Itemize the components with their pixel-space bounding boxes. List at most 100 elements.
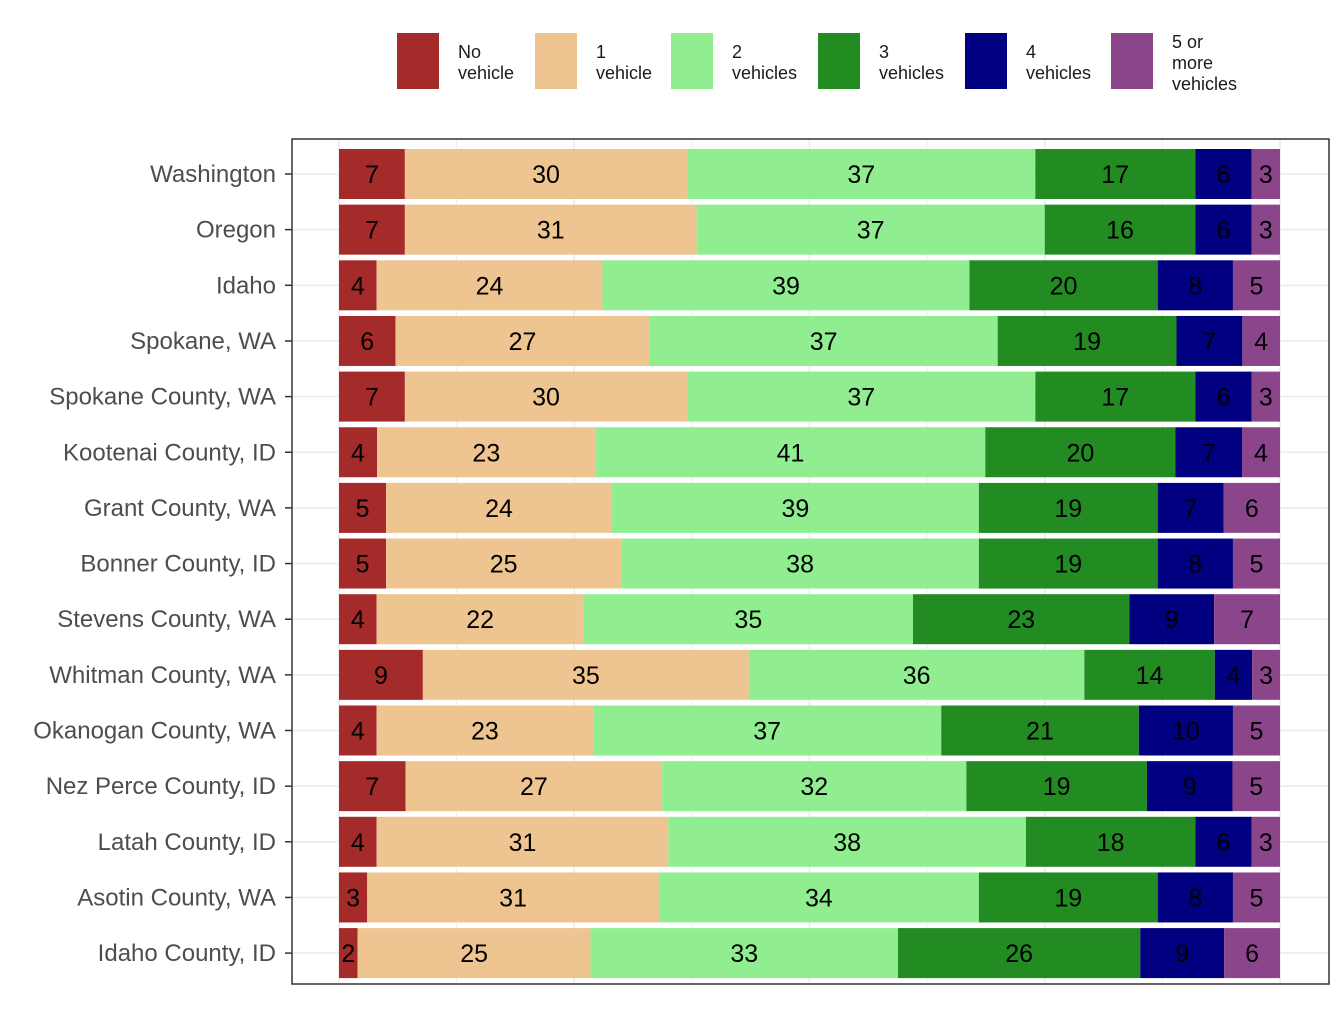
legend-swatch-4-vehicles xyxy=(965,33,1007,89)
y-tick-label-washington: Washington xyxy=(150,161,276,188)
bar-label-asotin-county-wa-no-vehicle: 3 xyxy=(346,884,360,912)
bar-asotin-county-wa-4-vehicles xyxy=(1157,872,1233,923)
bar-label-idaho-county-id-5-or-more-vehicles: 6 xyxy=(1245,940,1259,968)
bar-whitman-county-wa-2-vehicles xyxy=(748,649,1085,700)
bar-latah-county-id-no-vehicle xyxy=(339,816,377,867)
bar-label-idaho-county-id-no-vehicle: 2 xyxy=(341,940,355,968)
bar-latah-county-id-3-vehicles xyxy=(1025,816,1196,867)
bar-label-latah-county-id-1-vehicle: 31 xyxy=(509,829,537,857)
bar-label-asotin-county-wa-2-vehicles: 34 xyxy=(805,884,833,912)
bar-oregon-2-vehicles xyxy=(696,204,1045,255)
legend: Novehicle1vehicle2vehicles3vehicles4vehi… xyxy=(397,32,1237,94)
bar-spokane-wa-4-vehicles xyxy=(1176,315,1243,366)
bar-okanogan-county-wa-3-vehicles xyxy=(941,705,1139,756)
legend-label-2-vehicles: vehicles xyxy=(732,63,797,83)
bar-idaho-1-vehicle xyxy=(376,260,603,311)
bar-spokane-county-wa-5-or-more-vehicles xyxy=(1251,371,1280,422)
bar-grant-county-wa-3-vehicles xyxy=(978,482,1158,533)
bar-spokane-county-wa-4-vehicles xyxy=(1195,371,1252,422)
bar-label-washington-1-vehicle: 30 xyxy=(532,161,560,189)
bar-stevens-county-wa-2-vehicles xyxy=(583,594,914,645)
bar-nez-perce-county-id-2-vehicles xyxy=(662,761,967,812)
bar-idaho-county-id-5-or-more-vehicles xyxy=(1224,928,1280,979)
legend-swatch-1-vehicle xyxy=(535,33,577,89)
bar-idaho-county-id-no-vehicle xyxy=(339,928,358,979)
bar-label-okanogan-county-wa-1-vehicle: 23 xyxy=(471,718,499,746)
y-tick-label-oregon: Oregon xyxy=(196,217,276,244)
bar-label-idaho-county-id-3-vehicles: 26 xyxy=(1005,940,1033,968)
legend-swatch-2-vehicles xyxy=(671,33,713,89)
bar-washington-no-vehicle xyxy=(339,149,405,199)
legend-label-5-or-more-vehicles: vehicles xyxy=(1172,74,1237,94)
bar-label-bonner-county-id-no-vehicle: 5 xyxy=(356,551,370,579)
bar-label-stevens-county-wa-3-vehicles: 23 xyxy=(1007,606,1035,634)
bar-grant-county-wa-1-vehicle xyxy=(386,482,612,533)
bar-label-washington-5-or-more-vehicles: 3 xyxy=(1259,161,1273,189)
y-tick-label-kootenai-county-id: Kootenai County, ID xyxy=(63,439,276,466)
bar-label-okanogan-county-wa-no-vehicle: 4 xyxy=(351,718,365,746)
bar-label-grant-county-wa-4-vehicles: 7 xyxy=(1184,495,1198,523)
legend-label-no-vehicle: No xyxy=(458,42,481,62)
bar-idaho-no-vehicle xyxy=(339,260,377,311)
y-tick-label-spokane-county-wa: Spokane County, WA xyxy=(49,384,276,411)
bar-label-spokane-county-wa-5-or-more-vehicles: 3 xyxy=(1259,384,1273,412)
bar-grant-county-wa-no-vehicle xyxy=(339,482,387,533)
bar-spokane-wa-3-vehicles xyxy=(997,315,1177,366)
bar-label-bonner-county-id-3-vehicles: 19 xyxy=(1054,551,1082,579)
bar-label-okanogan-county-wa-3-vehicles: 21 xyxy=(1026,718,1054,746)
legend-swatch-3-vehicles xyxy=(818,33,860,89)
bar-idaho-4-vehicles xyxy=(1157,260,1233,311)
bar-label-oregon-1-vehicle: 31 xyxy=(537,217,565,245)
bar-label-stevens-county-wa-2-vehicles: 35 xyxy=(734,606,762,634)
bar-label-okanogan-county-wa-4-vehicles: 10 xyxy=(1172,718,1200,746)
bar-label-nez-perce-county-id-2-vehicles: 32 xyxy=(800,773,828,801)
bar-label-spokane-county-wa-no-vehicle: 7 xyxy=(365,384,379,412)
bars xyxy=(339,149,1280,979)
bar-nez-perce-county-id-4-vehicles xyxy=(1146,761,1233,812)
bar-washington-4-vehicles xyxy=(1195,149,1252,199)
legend-label-5-or-more-vehicles: more xyxy=(1172,53,1213,73)
bar-grant-county-wa-2-vehicles xyxy=(611,482,979,533)
y-tick-label-stevens-county-wa: Stevens County, WA xyxy=(57,606,276,633)
bar-label-washington-3-vehicles: 17 xyxy=(1101,161,1129,189)
bar-oregon-no-vehicle xyxy=(339,204,405,255)
legend-swatch-5-or-more-vehicles xyxy=(1111,33,1153,89)
bar-idaho-3-vehicles xyxy=(969,260,1158,311)
bar-label-spokane-county-wa-3-vehicles: 17 xyxy=(1101,384,1129,412)
bar-label-grant-county-wa-2-vehicles: 39 xyxy=(781,495,809,523)
y-tick-label-asotin-county-wa: Asotin County, WA xyxy=(77,884,276,911)
y-tick-label-idaho-county-id: Idaho County, ID xyxy=(98,940,276,967)
bar-nez-perce-county-id-5-or-more-vehicles xyxy=(1232,761,1280,812)
bar-label-asotin-county-wa-1-vehicle: 31 xyxy=(499,884,527,912)
bar-spokane-wa-no-vehicle xyxy=(339,315,396,366)
bar-okanogan-county-wa-2-vehicles xyxy=(593,705,942,756)
bar-stevens-county-wa-1-vehicle xyxy=(376,594,584,645)
legend-swatch-no-vehicle xyxy=(397,33,439,89)
bar-label-nez-perce-county-id-1-vehicle: 27 xyxy=(520,773,548,801)
bar-whitman-county-wa-5-or-more-vehicles xyxy=(1252,649,1280,700)
bar-label-okanogan-county-wa-5-or-more-vehicles: 5 xyxy=(1250,718,1264,746)
legend-label-1-vehicle: vehicle xyxy=(596,63,652,83)
bar-washington-2-vehicles xyxy=(687,149,1036,199)
bar-bonner-county-id-4-vehicles xyxy=(1157,538,1233,589)
legend-label-1-vehicle: 1 xyxy=(596,42,606,62)
bar-oregon-4-vehicles xyxy=(1195,204,1252,255)
bar-spokane-wa-1-vehicle xyxy=(395,315,650,366)
bar-asotin-county-wa-1-vehicle xyxy=(367,872,659,923)
bar-label-stevens-county-wa-4-vehicles: 9 xyxy=(1165,606,1179,634)
bar-label-idaho-1-vehicle: 24 xyxy=(476,272,504,300)
bar-label-kootenai-county-id-5-or-more-vehicles: 4 xyxy=(1254,439,1268,467)
bar-label-bonner-county-id-4-vehicles: 8 xyxy=(1188,551,1202,579)
bar-label-latah-county-id-2-vehicles: 38 xyxy=(833,829,861,857)
bar-label-spokane-county-wa-4-vehicles: 6 xyxy=(1217,384,1231,412)
bar-label-idaho-county-id-4-vehicles: 9 xyxy=(1175,940,1189,968)
bar-spokane-wa-5-or-more-vehicles xyxy=(1242,315,1280,366)
legend-label-2-vehicles: 2 xyxy=(732,42,742,62)
bar-label-whitman-county-wa-1-vehicle: 35 xyxy=(572,662,600,690)
bar-stevens-county-wa-3-vehicles xyxy=(913,594,1130,645)
bar-spokane-county-wa-3-vehicles xyxy=(1035,371,1196,422)
bar-kootenai-county-id-2-vehicles xyxy=(595,427,986,478)
